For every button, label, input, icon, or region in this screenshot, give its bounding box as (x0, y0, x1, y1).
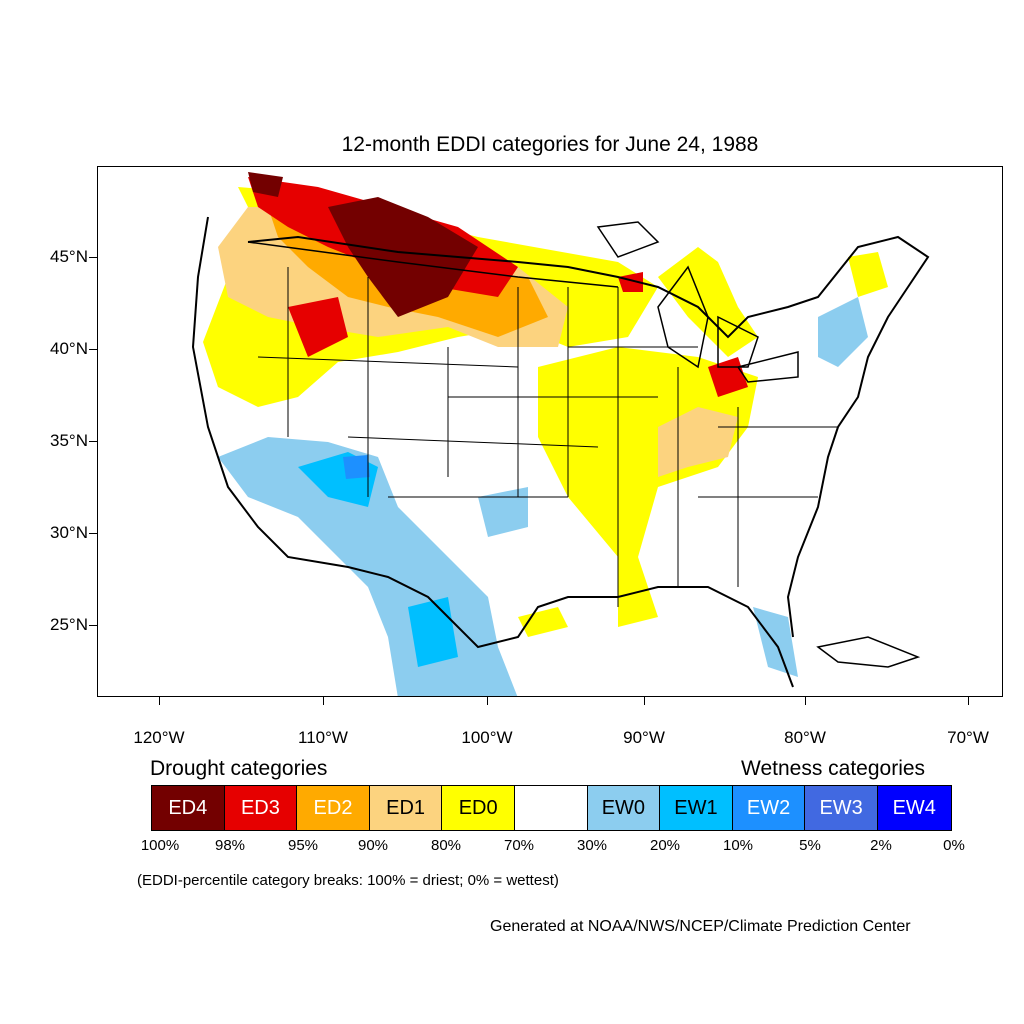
lon-label-90w: 90°W (623, 728, 665, 747)
ed4-montana-core (328, 197, 478, 317)
credit-line: Generated at NOAA/NWS/NCEP/Climate Predi… (490, 918, 911, 935)
lon-label-120w: 120°W (133, 728, 185, 747)
map-canvas (191, 172, 930, 696)
lon-tick (644, 697, 645, 705)
ew0-new-england-region (818, 297, 868, 367)
legend-box-ew1: EW1 (660, 786, 733, 830)
category-note: (EDDI-percentile category breaks: 100% =… (137, 872, 559, 889)
lat-label-45: 45°N (50, 247, 88, 266)
pct-label: 20% (649, 837, 681, 854)
lat-label-35: 35°N (50, 431, 88, 450)
pct-label: 90% (357, 837, 389, 854)
ew0-texas-region (478, 487, 528, 537)
ed4-northwest-tip (248, 172, 283, 197)
lon-label-100w: 100°W (461, 728, 513, 747)
pct-label: 100% (140, 837, 180, 854)
lat-tick (89, 625, 97, 626)
legend-box-ew0: EW0 (587, 786, 661, 830)
legend-box-ed2: ED2 (297, 786, 370, 830)
ew0-florida-region (753, 607, 798, 677)
map-title: 12-month EDDI categories for June 24, 19… (341, 133, 759, 156)
great-lakes (596, 221, 799, 383)
legend-colorbar: ED4 ED3 ED2 ED1 ED0 EW0 EW1 EW2 EW3 EW4 (151, 785, 952, 831)
lon-tick (159, 697, 160, 705)
pct-label: 0% (943, 837, 965, 854)
lon-tick (805, 697, 806, 705)
ed3-idaho-region (288, 297, 348, 357)
pct-label: 80% (430, 837, 462, 854)
lat-label-25: 25°N (50, 615, 88, 634)
drought-heading: Drought categories (150, 757, 328, 780)
boundaries (191, 216, 930, 688)
lat-label-40: 40°N (50, 339, 88, 358)
lon-tick (323, 697, 324, 705)
canada-border (247, 241, 619, 288)
lat-tick (89, 257, 97, 258)
wetness-heading: Wetness categories (741, 757, 926, 780)
pct-label: 30% (576, 837, 608, 854)
legend-box-ew2: EW2 (732, 786, 806, 830)
pct-label: 2% (870, 837, 892, 854)
legend-box-ew3: EW3 (805, 786, 878, 830)
us-outline (191, 216, 930, 688)
lat-label-30: 30°N (50, 523, 88, 542)
ed0-gulf-region (518, 607, 568, 637)
pct-label: 98% (214, 837, 246, 854)
pct-label: 70% (503, 837, 535, 854)
lon-label-110w: 110°W (298, 728, 348, 747)
legend-box-ed3: ED3 (224, 786, 298, 830)
lat-tick (89, 349, 97, 350)
pct-label: 10% (722, 837, 754, 854)
pct-label: 95% (287, 837, 319, 854)
legend-box-ew4: EW4 (877, 786, 951, 830)
legend-box-ed1: ED1 (369, 786, 443, 830)
ed3-great-lakes-region (618, 272, 643, 292)
lon-label-80w: 80°W (784, 728, 826, 747)
ew2-regions (343, 455, 370, 479)
pct-label: 5% (799, 837, 821, 854)
legend-box-ed4: ED4 (152, 786, 225, 830)
lon-tick (487, 697, 488, 705)
eddi-map (97, 166, 1003, 697)
lat-tick (89, 533, 97, 534)
state-lines (257, 267, 838, 607)
lon-label-70w: 70°W (947, 728, 989, 747)
ed4-regions (248, 172, 478, 317)
ed0-northeast-region (658, 247, 758, 357)
cuba-outline (816, 636, 921, 668)
lat-tick (89, 441, 97, 442)
ed0-maine-region (848, 252, 888, 297)
lon-tick (968, 697, 969, 705)
legend-box-ed0: ED0 (442, 786, 515, 830)
ew2-four-corners-region (343, 455, 370, 479)
legend-box-neutral (514, 786, 588, 830)
